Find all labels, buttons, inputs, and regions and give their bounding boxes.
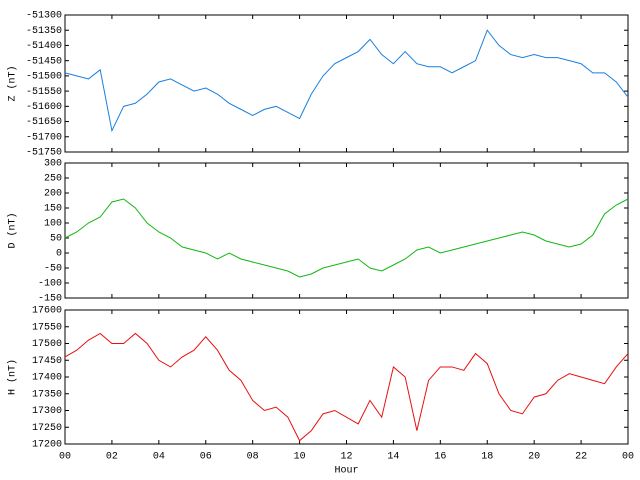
- plot-frame: [64, 309, 629, 445]
- y-tick-label: 17250: [32, 423, 62, 434]
- y-tick-label: 300: [44, 159, 62, 170]
- y-tick-label: -150: [38, 294, 62, 305]
- y-tick-label: 17600: [32, 306, 62, 317]
- y-tick-label: 17500: [32, 339, 62, 350]
- y-tick-label: -51550: [26, 87, 62, 98]
- y-tick-label: -51700: [26, 132, 62, 143]
- x-tick-label: 10: [294, 452, 306, 463]
- x-tick-label: 22: [575, 452, 587, 463]
- y-tick-label: 17450: [32, 356, 62, 367]
- x-tick-label: 06: [200, 452, 212, 463]
- y-tick-label: 0: [56, 249, 62, 260]
- y-tick-label: -100: [38, 279, 62, 290]
- y-tick-label: -51650: [26, 117, 62, 128]
- y-tick-label: -51300: [26, 11, 62, 22]
- y-tick-label: 17350: [32, 389, 62, 400]
- x-tick-label: 00: [622, 452, 634, 463]
- y-tick-label: 17400: [32, 373, 62, 384]
- y-tick-label: 100: [44, 219, 62, 230]
- x-tick-label: 00: [59, 452, 71, 463]
- y-tick-label: -51400: [26, 41, 62, 52]
- data-line: [64, 198, 629, 278]
- y-tick-label: 50: [50, 234, 62, 245]
- data-line: [64, 332, 629, 442]
- x-tick-label: 18: [481, 452, 493, 463]
- y-tick-label: 200: [44, 189, 62, 200]
- y-tick-label: 17200: [32, 440, 62, 451]
- x-tick-label: 08: [247, 452, 259, 463]
- y-tick-label: 17300: [32, 406, 62, 417]
- y-tick-label: 250: [44, 174, 62, 185]
- x-tick-label: 04: [153, 452, 165, 463]
- y-axis-label: D (nT): [7, 212, 19, 248]
- y-tick-label: -51500: [26, 72, 62, 83]
- y-tick-label: -51750: [26, 148, 62, 159]
- data-line: [64, 29, 629, 133]
- x-tick-label: 02: [106, 452, 118, 463]
- x-tick-label: 20: [528, 452, 540, 463]
- x-axis-label: Hour: [334, 466, 358, 477]
- y-tick-label: -51450: [26, 56, 62, 67]
- y-tick-label: -50: [44, 264, 62, 275]
- y-tick-label: -51350: [26, 26, 62, 37]
- y-tick-label: -51600: [26, 102, 62, 113]
- x-tick-label: 16: [434, 452, 446, 463]
- y-tick-label: 150: [44, 204, 62, 215]
- x-tick-label: 14: [387, 452, 399, 463]
- y-axis-label: H (nT): [7, 359, 19, 395]
- y-axis-label: Z (nT): [7, 65, 19, 101]
- plot-frame: [64, 162, 629, 299]
- x-tick-label: 12: [340, 452, 352, 463]
- plot-frame: [64, 14, 629, 153]
- y-tick-label: 17550: [32, 322, 62, 333]
